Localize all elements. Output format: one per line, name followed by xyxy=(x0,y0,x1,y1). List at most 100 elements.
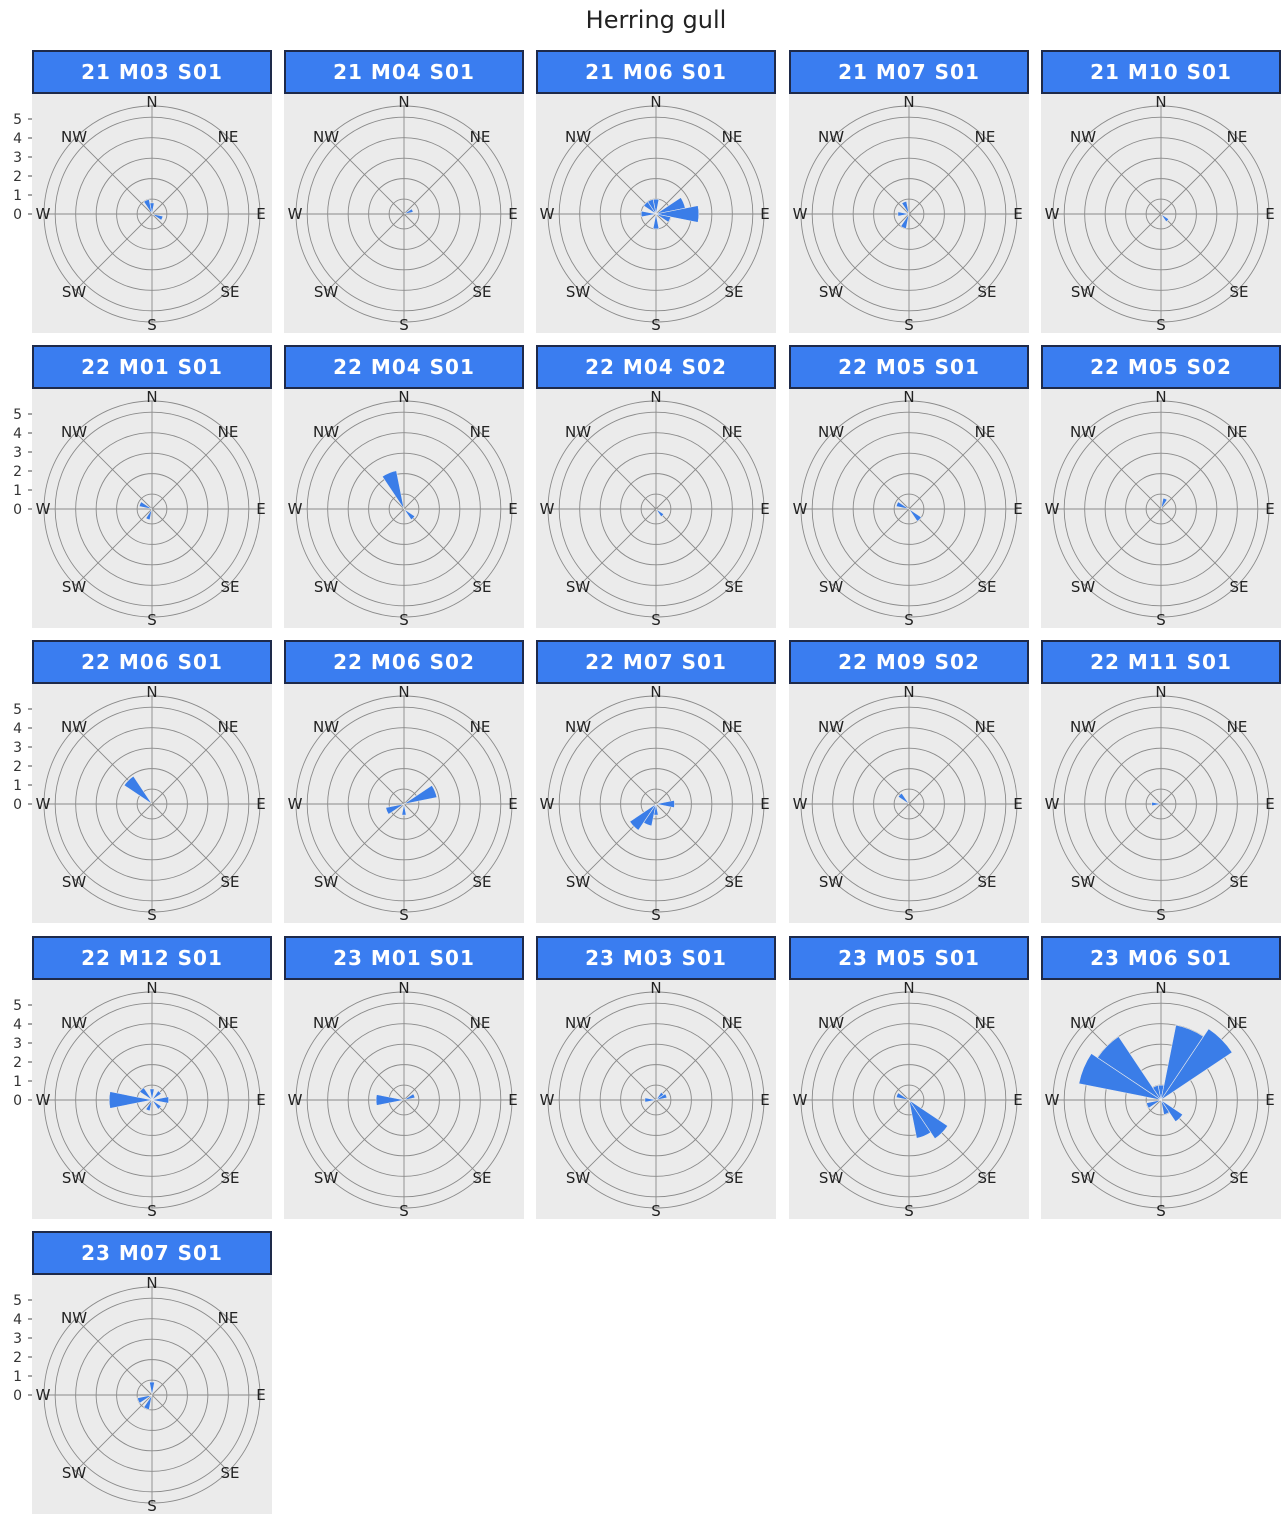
compass-label-sw: SW xyxy=(314,1169,339,1187)
grid-spoke xyxy=(75,137,153,215)
compass-label-nw: NW xyxy=(313,718,339,736)
compass-label-nw: NW xyxy=(61,128,87,146)
grid-spoke xyxy=(908,508,986,586)
compass-label-e: E xyxy=(760,500,769,518)
rose-sector-E xyxy=(655,205,700,223)
rose-chart: N NE E SE S SW W NW xyxy=(793,684,1023,923)
grid-spoke xyxy=(832,727,910,805)
rose-chart: N NE E SE S SW W NW xyxy=(288,684,518,923)
grid-spoke xyxy=(655,1023,733,1101)
compass-label-nw: NW xyxy=(61,718,87,736)
rose-sector-W xyxy=(1151,801,1162,807)
facet-strip-label: 21 M06 S01 xyxy=(536,50,776,94)
compass-label-w: W xyxy=(36,795,51,813)
rose-chart: N NE E SE S SW W NW xyxy=(36,94,266,333)
compass-label-nw: NW xyxy=(313,423,339,441)
compass-label-e: E xyxy=(1265,795,1274,813)
compass-label-n: N xyxy=(146,684,157,701)
rose-sector-ESE xyxy=(655,213,671,223)
rose-sector-NNE xyxy=(1160,497,1168,510)
grid-spoke xyxy=(151,1099,229,1177)
compass-label-nw: NW xyxy=(565,128,591,146)
radial-tick-label: 1 xyxy=(13,1074,22,1090)
facet-panel: 21 M10 S01 N NE E SE S SW W NW xyxy=(1041,50,1281,333)
compass-label-n: N xyxy=(146,980,157,997)
grid-spoke xyxy=(327,137,405,215)
compass-label-nw: NW xyxy=(818,718,844,736)
grid-spoke xyxy=(1160,137,1238,215)
facet-panel: 21 M04 S01 N NE E SE S SW W NW xyxy=(284,50,524,333)
compass-label-e: E xyxy=(256,795,265,813)
grid-spoke xyxy=(403,727,481,805)
compass-label-w: W xyxy=(288,795,303,813)
radial-tick-label: 2 xyxy=(13,759,22,775)
radial-tick-label: 3 xyxy=(13,150,22,166)
compass-label-se: SE xyxy=(221,873,240,891)
compass-label-ne: NE xyxy=(975,1014,996,1032)
grid-spoke xyxy=(75,1023,153,1101)
radial-axis: 0 1 2 3 4 5 xyxy=(0,1275,32,1514)
grid-spoke xyxy=(403,432,481,510)
grid-spoke xyxy=(579,432,657,510)
grid-spoke xyxy=(403,213,481,291)
polar-plot-area: N NE E SE S SW W NW xyxy=(284,94,524,333)
facet-strip-label: 22 M09 S02 xyxy=(789,640,1029,684)
compass-label-w: W xyxy=(1045,500,1060,518)
rose-sector-W xyxy=(375,1094,405,1106)
grid-spoke xyxy=(75,1099,153,1177)
compass-label-sw: SW xyxy=(62,873,87,891)
radial-axis: 0 1 2 3 4 5 xyxy=(0,980,32,1219)
facet-strip-label: 22 M04 S02 xyxy=(536,345,776,389)
radial-tick-label: 0 xyxy=(13,502,22,518)
facet-panel: 21 M06 S01 N NE E SE S SW W NW xyxy=(536,50,776,333)
grid-spoke xyxy=(75,213,153,291)
rose-chart: N NE E SE S SW W NW xyxy=(1045,389,1275,628)
compass-label-sw: SW xyxy=(1071,283,1096,301)
polar-plot-area: N NE E SE S SW W NW xyxy=(1041,94,1281,333)
polar-plot-area: N NE E SE S SW W NW xyxy=(1041,980,1281,1219)
compass-label-n: N xyxy=(146,389,157,406)
facet-panel: 22 M06 S01 N NE E SE S SW W NW 0 1 2 3 4 5 xyxy=(13,640,272,923)
compass-label-n: N xyxy=(903,684,914,701)
grid-spoke xyxy=(832,137,910,215)
polar-plot-area: N NE E SE S SW W NW xyxy=(789,94,1029,333)
compass-label-s: S xyxy=(904,906,914,923)
grid-spoke xyxy=(1160,432,1238,510)
compass-label-sw: SW xyxy=(314,283,339,301)
radial-tick-label: 0 xyxy=(13,1093,22,1109)
compass-label-w: W xyxy=(793,795,808,813)
compass-label-sw: SW xyxy=(566,873,591,891)
compass-label-sw: SW xyxy=(62,578,87,596)
grid-spoke xyxy=(908,803,986,881)
compass-label-n: N xyxy=(398,684,409,701)
compass-label-nw: NW xyxy=(818,1014,844,1032)
grid-spoke xyxy=(403,1099,481,1177)
grid-spoke xyxy=(655,1099,733,1177)
grid-spoke xyxy=(1084,213,1162,291)
rose-sector-SE xyxy=(908,508,922,522)
compass-label-se: SE xyxy=(1230,1169,1249,1187)
facet-strip-label: 22 M04 S01 xyxy=(284,345,524,389)
chart-title: Herring gull xyxy=(585,6,727,34)
grid-spoke xyxy=(832,213,910,291)
compass-label-se: SE xyxy=(221,1169,240,1187)
rose-sector-S xyxy=(652,213,660,230)
compass-label-s: S xyxy=(147,906,157,923)
polar-plot-area: N NE E SE S SW W NW xyxy=(32,684,272,923)
grid-spoke xyxy=(579,1023,657,1101)
compass-label-ne: NE xyxy=(722,128,743,146)
grid-spoke xyxy=(403,1023,481,1101)
grid-spoke xyxy=(75,1318,153,1396)
compass-label-ne: NE xyxy=(218,1309,239,1327)
rose-sector-SE xyxy=(1160,213,1170,223)
radial-axis: 0 1 2 3 4 5 xyxy=(0,389,32,628)
grid-spoke xyxy=(579,508,657,586)
compass-label-sw: SW xyxy=(819,1169,844,1187)
rose-sector-SE xyxy=(908,1099,949,1140)
rose-sector-W xyxy=(640,210,657,218)
grid-spoke xyxy=(151,432,229,510)
polar-plot-area: N NE E SE S SW W NW xyxy=(789,980,1029,1219)
polar-plot-area: N NE E SE S SW W NW xyxy=(284,389,524,628)
facet-panel: 23 M06 S01 N NE E SE S SW W NW xyxy=(1041,936,1281,1219)
polar-plot-area: N NE E SE S SW W NW xyxy=(1041,389,1281,628)
